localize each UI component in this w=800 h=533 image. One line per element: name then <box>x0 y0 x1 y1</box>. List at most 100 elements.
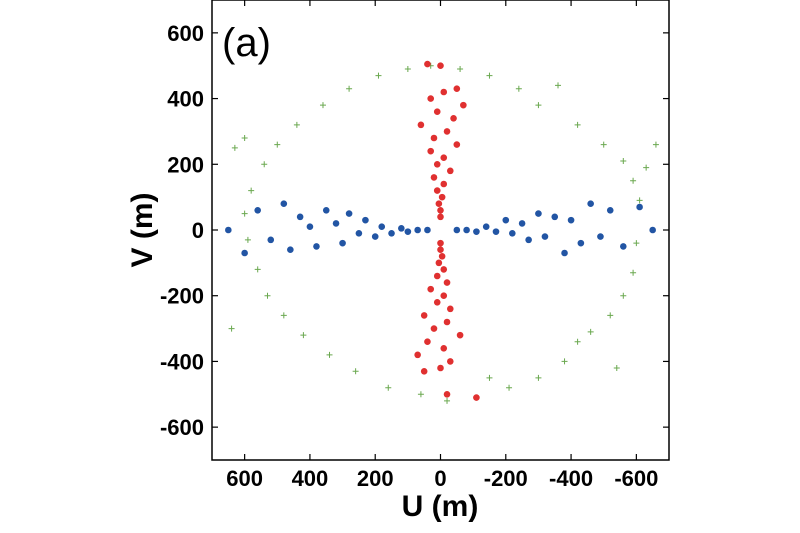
circle-marker <box>509 229 516 237</box>
circle-marker <box>435 259 443 267</box>
circle-marker <box>435 200 443 208</box>
y-tick-label: -200 <box>160 284 204 309</box>
x-axis-label: U (m) <box>402 490 479 523</box>
circle-marker <box>567 216 575 224</box>
circle-marker <box>430 174 438 181</box>
y-tick-labels: 600 400 200 0 -200 -400 -600 <box>160 21 204 440</box>
circle-marker <box>404 228 412 235</box>
circle-marker <box>577 239 585 247</box>
tick-marks <box>212 0 669 460</box>
circle-marker <box>241 249 248 257</box>
circle-marker <box>535 210 542 217</box>
circle-marker <box>433 108 441 116</box>
circle-marker <box>296 213 304 221</box>
plus-marker <box>515 85 522 92</box>
circle-marker <box>433 272 441 280</box>
plus-marker <box>293 121 300 128</box>
circle-marker <box>453 141 461 148</box>
y-tick-label: 200 <box>167 152 204 177</box>
circle-marker <box>440 292 448 300</box>
circle-marker <box>355 229 363 237</box>
circle-marker <box>437 62 444 70</box>
circle-marker <box>561 249 568 257</box>
circle-marker <box>267 236 275 244</box>
plus-marker <box>486 374 493 381</box>
plus-marker <box>643 164 650 171</box>
circle-marker <box>427 147 435 155</box>
circle-marker <box>453 226 461 234</box>
circle-marker <box>440 154 448 162</box>
circle-marker <box>225 226 232 234</box>
plus-marker <box>587 328 594 335</box>
plus-marker <box>264 292 271 299</box>
circle-marker <box>450 114 457 122</box>
circle-marker <box>541 233 549 240</box>
plus-marker <box>241 210 248 217</box>
plus-marker <box>228 325 235 332</box>
circle-marker <box>430 134 438 142</box>
circle-marker <box>306 223 314 231</box>
y-tick-label: -400 <box>160 349 204 374</box>
circle-marker <box>456 331 464 339</box>
circle-marker <box>339 239 346 247</box>
circle-marker <box>424 226 431 234</box>
circle-marker <box>460 101 467 109</box>
plus-marker <box>652 141 659 148</box>
circle-marker <box>440 180 448 188</box>
plus-marker <box>375 72 382 79</box>
circle-marker <box>427 95 435 102</box>
plus-marker <box>574 121 581 128</box>
plus-marker <box>261 161 268 168</box>
plus-marker <box>319 102 326 109</box>
y-tick-label: 0 <box>192 218 204 243</box>
circle-marker <box>433 160 441 168</box>
circle-marker <box>525 236 532 244</box>
circle-marker <box>417 121 425 129</box>
x-tick-label: 600 <box>226 466 263 491</box>
circle-marker <box>424 60 431 68</box>
circle-marker <box>463 226 470 234</box>
circle-marker <box>420 312 428 319</box>
circle-marker <box>424 338 431 346</box>
plus-marker <box>417 391 424 398</box>
plus-marker <box>385 384 392 391</box>
y-tick-label: -600 <box>160 415 204 440</box>
circle-marker <box>433 187 441 194</box>
circle-marker <box>430 325 438 332</box>
plus-marker <box>600 141 607 148</box>
plus-marker <box>535 374 542 381</box>
x-tick-label: 200 <box>357 466 394 491</box>
data-points <box>225 60 659 404</box>
circle-marker <box>492 228 500 235</box>
plus-marker <box>346 85 353 92</box>
circle-marker <box>287 246 294 254</box>
circle-marker <box>606 206 614 214</box>
circle-marker <box>437 206 444 214</box>
plus-marker <box>444 397 451 404</box>
circle-marker <box>446 167 454 175</box>
plus-marker <box>630 269 637 276</box>
circle-marker <box>636 203 643 211</box>
plus-marker <box>555 82 562 89</box>
circle-marker <box>438 252 446 260</box>
circle-marker <box>345 210 353 217</box>
plus-marker <box>620 158 627 164</box>
circle-marker <box>313 243 320 250</box>
plus-marker <box>326 351 333 358</box>
circle-marker <box>443 318 451 326</box>
y-tick-label: 600 <box>167 21 204 46</box>
circle-marker <box>414 351 421 359</box>
circle-marker <box>443 390 451 398</box>
plus-marker <box>613 365 620 371</box>
y-tick-label: 400 <box>167 87 204 112</box>
x-tick-label: -600 <box>614 466 658 491</box>
circle-marker <box>446 305 454 313</box>
plus-marker <box>535 102 542 109</box>
circle-marker <box>437 213 444 221</box>
series-1 <box>225 200 656 257</box>
circle-marker <box>332 220 340 227</box>
circle-marker <box>371 233 379 240</box>
plus-marker <box>248 187 255 194</box>
circle-marker <box>437 239 444 247</box>
